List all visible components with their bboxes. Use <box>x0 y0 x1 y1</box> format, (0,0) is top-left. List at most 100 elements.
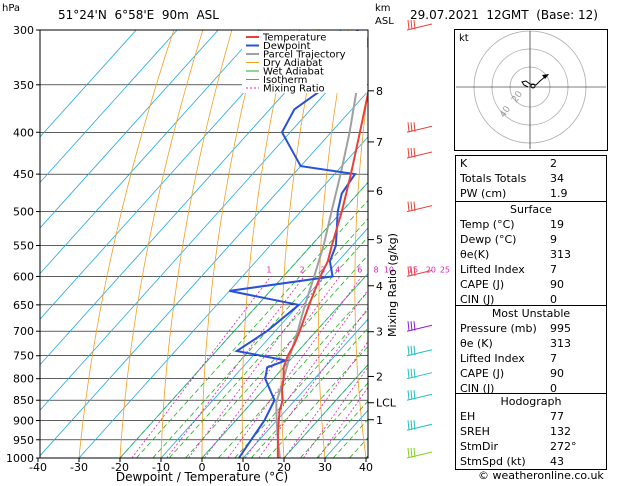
isotherm-line <box>40 30 137 138</box>
mu-theta-label: θe (K) <box>460 337 493 350</box>
datetime-title: 29.07.2021 12GMT (Base: 12) <box>410 8 598 22</box>
eh-row: EH 77 <box>456 409 606 424</box>
mixing-ratio-label: 8 <box>373 265 378 274</box>
wind-barb-flag <box>410 321 413 331</box>
wind-barb-flag <box>413 368 416 379</box>
pressure-tick-label: 950 <box>13 434 34 447</box>
wind-barb-flag <box>407 201 410 212</box>
mu-cin-label: CIN (J) <box>460 382 495 395</box>
wind-barb-flag <box>407 19 410 30</box>
sreh-value: 132 <box>550 425 571 438</box>
wind-barb-flag <box>413 201 416 212</box>
dry-adiabat-line <box>201 30 262 458</box>
pressure-tick-label: 650 <box>13 299 34 312</box>
dry-adiabat-line <box>354 88 368 458</box>
wet-adiabat-line <box>185 254 368 458</box>
wind-barb <box>406 321 433 332</box>
wind-barb-staff <box>406 269 433 277</box>
legend-label: Temperature <box>262 33 326 44</box>
stmdir-label: StmDir <box>460 440 499 453</box>
pw-row: PW (cm) 1.9 <box>456 186 606 201</box>
wind-barb-flag <box>410 390 413 400</box>
dry-adiabat-line <box>318 30 349 458</box>
wind-barb-flag <box>407 345 410 356</box>
temperature-line <box>276 88 368 458</box>
totals-row: Totals Totals 34 <box>456 171 606 186</box>
temperature-tick-label: 30 <box>318 461 332 474</box>
mu-cin-row: CIN (J) 0 <box>456 381 606 396</box>
surface-cape-value: 90 <box>550 278 564 291</box>
wind-barb-staff <box>406 23 433 31</box>
mixing-ratio-label: 15 <box>408 265 418 274</box>
wind-barb-flag <box>410 19 413 30</box>
isotherm-line <box>40 30 260 275</box>
isotherm-line <box>78 136 368 458</box>
wind-barb-flag <box>407 420 410 430</box>
height-tick-label: 1 <box>376 414 383 427</box>
hpa-axis-unit: hPa <box>2 3 21 14</box>
stmspd-value: 43 <box>550 455 564 468</box>
wet-adiabat-line <box>300 382 368 458</box>
surface-dewp-value: 9 <box>550 233 557 246</box>
wind-barb-flag <box>410 266 413 276</box>
mu-cape-row: CAPE (J) 90 <box>456 366 606 381</box>
dry-adiabat-line <box>280 30 320 458</box>
surface-dewp-row: Dewp (°C) 9 <box>456 232 606 247</box>
mixing-ratio-line <box>258 307 368 458</box>
height-tick-label: 4 <box>376 280 383 293</box>
most-unstable-title: Most Unstable <box>491 307 571 320</box>
wind-barb-flag <box>407 447 410 458</box>
height-tick-label: 5 <box>376 234 383 247</box>
surface-li-label: Lifted Index <box>460 263 525 276</box>
surface-theta-value: 313 <box>550 248 571 261</box>
wind-barb-flag <box>407 266 410 276</box>
asl-axis-unit: ASL <box>375 16 394 27</box>
wind-barb-flag <box>413 266 416 276</box>
wind-barb-flag <box>413 19 416 30</box>
stmdir-value: 272° <box>550 440 577 453</box>
mixing-ratio-line <box>188 276 326 458</box>
wind-barb-flag <box>413 447 416 458</box>
wind-barb-flag <box>413 345 416 356</box>
wind-barb <box>406 420 433 431</box>
temperature-tick-label: 40 <box>359 461 373 474</box>
pressure-tick-label: 350 <box>13 79 34 92</box>
mixing-ratio-label: 3 <box>320 265 325 274</box>
wet-adiabat-line <box>316 400 368 458</box>
surface-cin-label: CIN (J) <box>460 293 495 306</box>
storm-motion-marker <box>530 83 536 89</box>
surface-temp-value: 19 <box>550 218 564 231</box>
mixing-ratio-line <box>284 340 368 458</box>
sreh-label: SREH <box>460 425 490 438</box>
wind-barb <box>406 201 433 213</box>
mu-pressure-label: Pressure (mb) <box>460 322 537 335</box>
x-axis-label: Dewpoint / Temperature (°C) <box>116 470 288 484</box>
footer-credit[interactable]: © weatheronline.co.uk <box>478 469 604 482</box>
mixing-ratio-label: 10 <box>384 265 394 274</box>
wind-barb-staff <box>406 423 433 431</box>
pressure-tick-label: 450 <box>13 168 34 181</box>
mu-li-label: Lifted Index <box>460 352 525 365</box>
stmspd-row: StmSpd (kt) 43 <box>456 454 606 469</box>
wind-barb-staff <box>406 125 433 133</box>
height-tick-label: 7 <box>376 136 383 149</box>
mixing-ratio-line <box>131 276 272 458</box>
wet-adiabat-line <box>234 309 368 458</box>
stmdir-row: StmDir 272° <box>456 439 606 454</box>
legend-label: Parcel Trajectory <box>263 50 346 61</box>
wind-barb <box>406 368 433 380</box>
pressure-tick-label: 400 <box>13 126 34 139</box>
eh-value: 77 <box>550 410 564 423</box>
wet-adiabat-line <box>136 199 368 458</box>
parcel-trajectory-line <box>275 33 368 458</box>
wind-barb <box>406 345 433 357</box>
mixing-ratio-label: 20 <box>426 265 436 274</box>
hodograph: kt 20 40 <box>454 29 608 151</box>
mu-cin-value: 0 <box>550 382 557 395</box>
wet-adiabat-line <box>218 291 368 458</box>
wind-barb-flag <box>413 147 416 158</box>
wind-barb-staff <box>406 451 433 459</box>
